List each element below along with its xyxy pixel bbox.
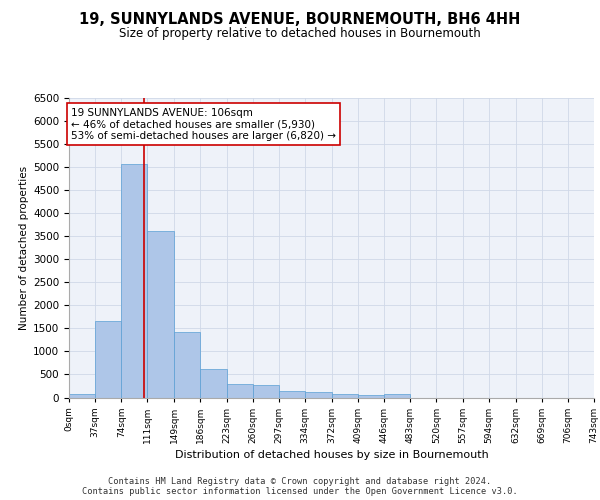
Bar xyxy=(358,394,384,398)
Bar xyxy=(279,390,305,398)
Text: 19 SUNNYLANDS AVENUE: 106sqm
← 46% of detached houses are smaller (5,930)
53% of: 19 SUNNYLANDS AVENUE: 106sqm ← 46% of de… xyxy=(71,108,336,141)
Bar xyxy=(227,384,253,398)
Bar xyxy=(200,369,227,398)
Y-axis label: Number of detached properties: Number of detached properties xyxy=(19,166,29,330)
Bar xyxy=(253,384,279,398)
Bar xyxy=(95,322,121,398)
Bar xyxy=(305,392,332,398)
Text: Contains HM Land Registry data © Crown copyright and database right 2024.
Contai: Contains HM Land Registry data © Crown c… xyxy=(82,476,518,496)
Bar xyxy=(121,164,148,398)
Text: 19, SUNNYLANDS AVENUE, BOURNEMOUTH, BH6 4HH: 19, SUNNYLANDS AVENUE, BOURNEMOUTH, BH6 … xyxy=(79,12,521,28)
Bar xyxy=(174,332,200,398)
Text: Size of property relative to detached houses in Bournemouth: Size of property relative to detached ho… xyxy=(119,28,481,40)
X-axis label: Distribution of detached houses by size in Bournemouth: Distribution of detached houses by size … xyxy=(175,450,488,460)
Bar xyxy=(69,394,95,398)
Bar xyxy=(384,394,410,398)
Bar xyxy=(332,394,358,398)
Bar xyxy=(148,232,174,398)
